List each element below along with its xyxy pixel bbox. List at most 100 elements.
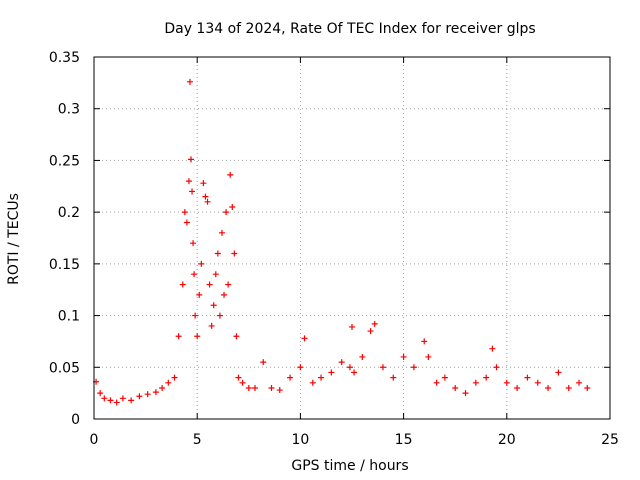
x-tick-label: 20 xyxy=(498,432,516,448)
data-point xyxy=(534,379,541,386)
data-point xyxy=(196,291,203,298)
data-point xyxy=(175,333,182,340)
grid-lines xyxy=(94,57,610,419)
data-point xyxy=(524,374,531,381)
data-point xyxy=(239,379,246,386)
data-point xyxy=(183,219,190,226)
data-point xyxy=(328,369,335,376)
data-point xyxy=(144,391,151,398)
data-point xyxy=(390,374,397,381)
data-point xyxy=(128,397,135,404)
data-point xyxy=(179,281,186,288)
data-point xyxy=(194,333,201,340)
data-point xyxy=(276,387,283,394)
data-point xyxy=(545,384,552,391)
data-point xyxy=(260,359,267,366)
y-tick-label: 0.05 xyxy=(49,360,80,376)
data-point xyxy=(555,369,562,376)
data-points xyxy=(93,78,591,406)
y-tick-label: 0 xyxy=(71,412,80,428)
data-point xyxy=(198,260,205,267)
data-point xyxy=(214,250,221,257)
data-point xyxy=(200,180,207,187)
data-point xyxy=(452,384,459,391)
x-tick-label: 10 xyxy=(291,432,309,448)
data-point xyxy=(245,384,252,391)
data-point xyxy=(351,369,358,376)
data-point xyxy=(208,322,215,329)
data-point xyxy=(97,390,104,397)
data-point xyxy=(462,390,469,397)
chart-title: Day 134 of 2024, Rate Of TEC Index for r… xyxy=(164,21,535,37)
data-point xyxy=(338,359,345,366)
data-point xyxy=(159,384,166,391)
y-tick-label: 0.2 xyxy=(58,205,80,221)
data-point xyxy=(576,379,583,386)
data-point xyxy=(483,374,490,381)
data-point xyxy=(231,250,238,257)
data-point xyxy=(202,193,209,200)
data-point xyxy=(301,335,308,342)
y-tick-label: 0.1 xyxy=(58,309,80,325)
data-point xyxy=(565,384,572,391)
data-point xyxy=(190,240,197,247)
y-tick-label: 0.15 xyxy=(49,257,80,273)
y-tick-label: 0.35 xyxy=(49,50,80,66)
data-point xyxy=(472,379,479,386)
data-point xyxy=(227,171,234,178)
data-point xyxy=(421,338,428,345)
data-point xyxy=(212,271,219,278)
data-point xyxy=(101,395,108,402)
x-tick-label: 15 xyxy=(395,432,413,448)
plot-frame xyxy=(93,56,611,420)
data-point xyxy=(489,345,496,352)
data-point xyxy=(503,379,510,386)
data-point xyxy=(359,353,366,360)
data-point xyxy=(233,333,240,340)
data-point xyxy=(210,302,217,309)
data-point xyxy=(165,379,172,386)
x-tick-label: 5 xyxy=(193,432,202,448)
data-point xyxy=(189,188,196,195)
data-point xyxy=(235,374,242,381)
data-point xyxy=(367,328,374,335)
data-point xyxy=(181,209,188,216)
data-point xyxy=(192,312,199,319)
data-point xyxy=(251,384,258,391)
x-tick-labels: 0 5 10 15 20 25 xyxy=(90,432,619,448)
data-point xyxy=(493,364,500,371)
data-point xyxy=(223,209,230,216)
data-point xyxy=(379,364,386,371)
data-point xyxy=(346,364,353,371)
data-point xyxy=(268,384,275,391)
data-point xyxy=(297,364,304,371)
data-point xyxy=(206,281,213,288)
data-point xyxy=(185,178,192,185)
data-point xyxy=(136,393,143,400)
data-point xyxy=(218,229,225,236)
y-tick-label: 0.3 xyxy=(58,102,80,118)
data-point xyxy=(191,271,198,278)
data-point xyxy=(204,198,211,205)
data-point xyxy=(107,397,114,404)
data-point xyxy=(221,291,228,298)
data-point xyxy=(349,323,355,330)
y-tick-label: 0.25 xyxy=(49,153,80,169)
data-point xyxy=(309,379,316,386)
y-tick-labels: 0 0.05 0.1 0.15 0.2 0.25 0.3 0.35 xyxy=(49,50,80,428)
data-point xyxy=(410,364,417,371)
data-point xyxy=(433,379,440,386)
data-point xyxy=(318,374,325,381)
x-tick-label: 0 xyxy=(90,432,99,448)
data-point xyxy=(225,281,232,288)
axis-ticks xyxy=(93,56,611,420)
data-point xyxy=(171,374,178,381)
data-point xyxy=(371,320,378,327)
data-point xyxy=(287,374,294,381)
data-point xyxy=(514,384,521,391)
data-point xyxy=(188,156,195,163)
data-point xyxy=(425,353,432,360)
x-axis-label: GPS time / hours xyxy=(291,458,408,474)
